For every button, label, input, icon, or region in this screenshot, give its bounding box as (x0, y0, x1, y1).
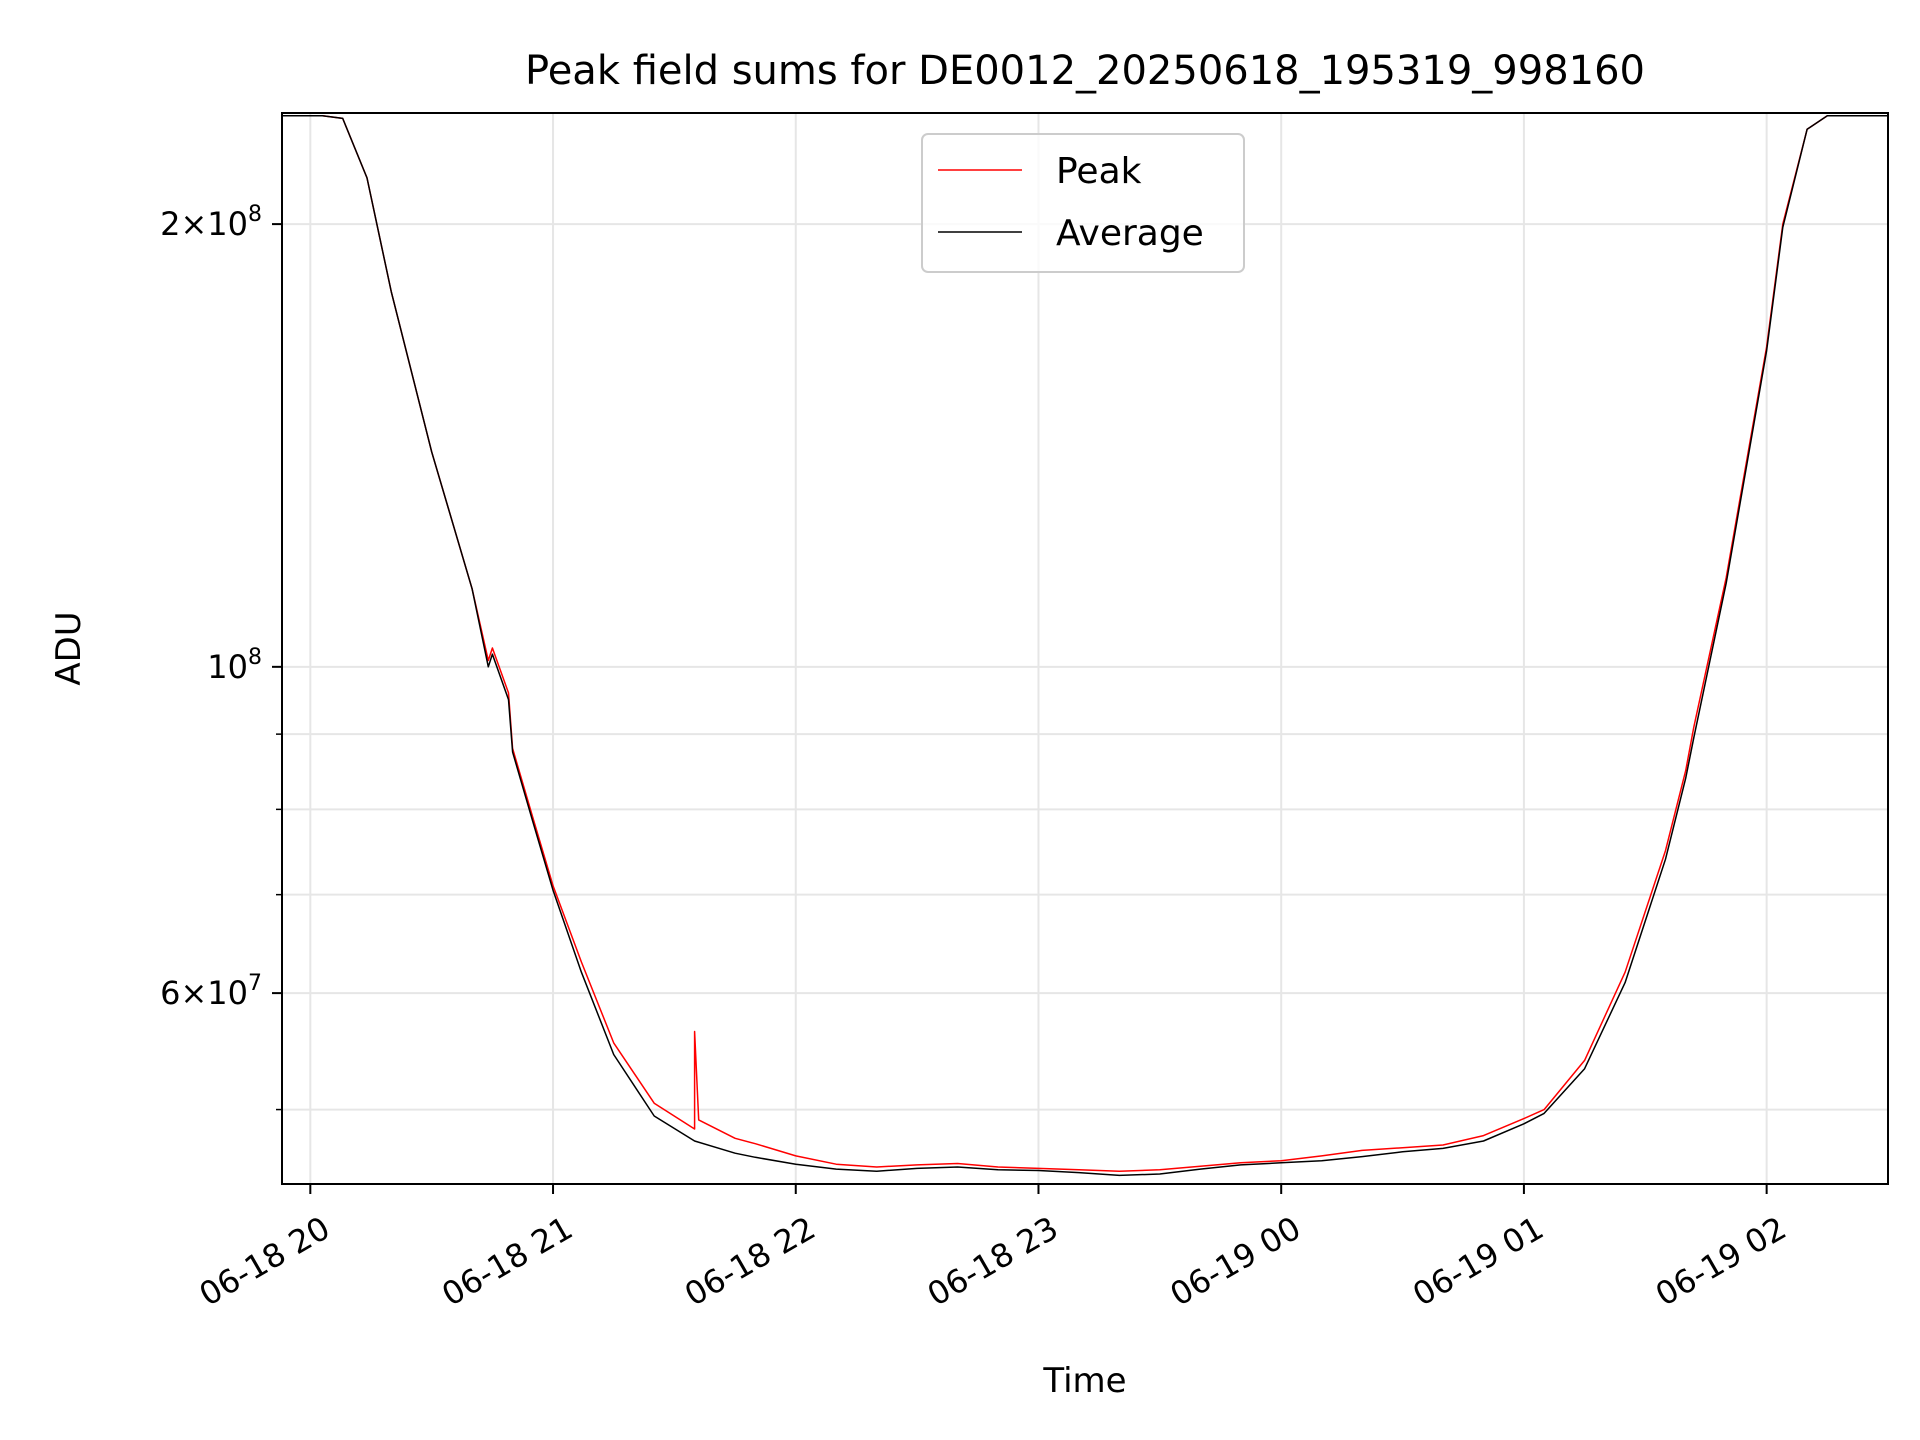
x-axis-label: Time (1042, 1361, 1126, 1401)
plot-lines (282, 114, 1888, 1177)
legend-label-average: Average (1056, 213, 1204, 254)
series-line-peak (282, 114, 1888, 1172)
y-tick-label: 2×108 (160, 202, 262, 243)
y-tick-label: 6×107 (160, 971, 262, 1012)
legend-box (921, 133, 1245, 273)
plot-frame (281, 112, 1889, 1185)
y-axis-label: ADU (49, 611, 89, 685)
series-line-average (282, 114, 1888, 1177)
y-axis: 6×107 108 2×108 (160, 202, 282, 1111)
legend: Peak Average (921, 133, 1245, 273)
legend-label-peak: Peak (1056, 151, 1142, 192)
y-tick-label: 108 (207, 645, 262, 686)
chart-title: Peak field sums for DE0012_20250618_1953… (525, 48, 1645, 94)
